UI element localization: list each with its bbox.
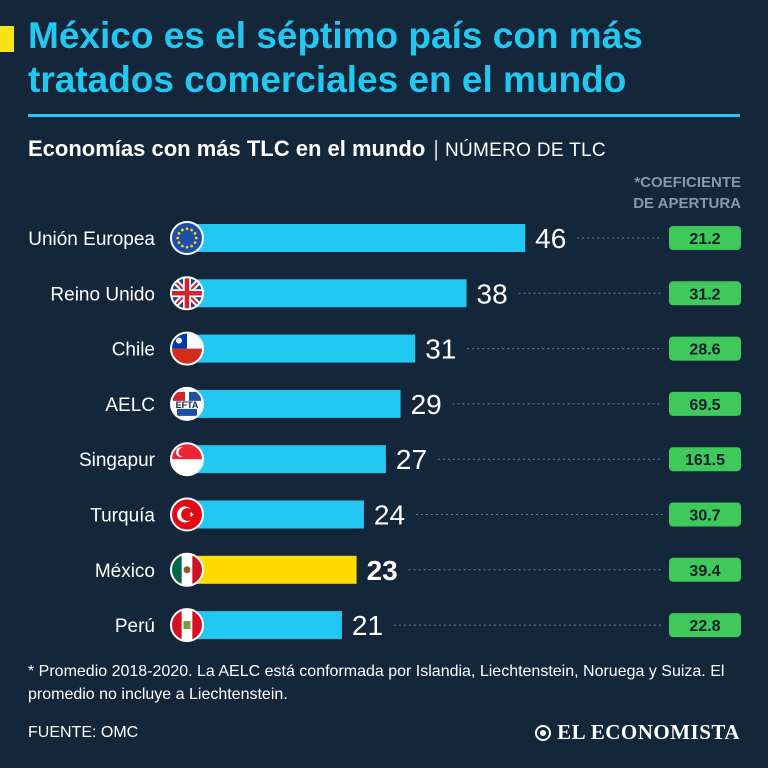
category-label: Perú [115, 616, 155, 637]
turkey-flag-icon [170, 497, 204, 532]
value-label: 31 [425, 334, 456, 365]
eu-flag-icon [170, 221, 204, 255]
value-label: 38 [477, 278, 508, 309]
bar [188, 389, 401, 418]
subtitle-main: Economías con más TLC en el mundo [28, 136, 426, 161]
coef-value: 30.7 [689, 508, 720, 525]
category-label: México [95, 561, 155, 582]
coef-value: 69.5 [689, 397, 720, 414]
coef-badge [669, 447, 741, 472]
bar [188, 334, 416, 363]
coef-value: 31.2 [689, 286, 720, 303]
value-label: 21 [352, 610, 383, 641]
efta-logo-text: EFTA [176, 400, 199, 410]
bar [188, 224, 526, 252]
category-label: AELC [105, 395, 155, 416]
brand-name: EL ECONOMISTA [557, 720, 740, 744]
brand-icon [535, 724, 552, 741]
coef-badge [669, 391, 741, 416]
coef-value: 28.6 [689, 342, 720, 359]
subtitle-unit: NÚMERO DE TLC [445, 140, 606, 161]
value-label: 24 [374, 500, 405, 531]
title-divider [28, 114, 740, 117]
footnote: * Promedio 2018-2020. La AELC está confo… [28, 663, 725, 703]
coef-value: 161.5 [685, 452, 725, 469]
brand-logo: EL ECONOMISTA [535, 720, 740, 745]
bar-highlight [188, 555, 357, 584]
coef-badge [669, 502, 741, 527]
coef-value: 22.8 [689, 618, 720, 635]
category-label: Chile [112, 340, 155, 361]
coef-badge [669, 226, 741, 250]
efta-logo-icon: EFTA [170, 386, 204, 421]
category-label: Turquía [90, 506, 155, 527]
bar [188, 279, 467, 308]
coef-badge [669, 613, 741, 638]
bar [188, 500, 364, 529]
chart-subtitle: Economías con más TLC en el mundo | NÚMERO… [28, 136, 606, 162]
coef-badge [669, 281, 741, 306]
category-label: Reino Unido [50, 284, 155, 305]
coef-badge [669, 557, 741, 582]
category-label: Singapur [79, 450, 156, 471]
category-label: Unión Europea [28, 229, 155, 250]
coef-value: 39.4 [689, 563, 720, 580]
coef-value: 21.2 [689, 231, 720, 248]
accent-bar [0, 26, 14, 52]
uk-flag-icon [170, 276, 204, 311]
value-label: 27 [396, 444, 427, 475]
coef-badge [669, 336, 741, 361]
mexico-flag-icon [170, 552, 204, 587]
coef-column-header: *COEFICIENTE DE APERTURA [633, 174, 741, 212]
bar [188, 611, 342, 640]
value-label: 29 [411, 389, 442, 420]
page-title: México es el séptimo país con más tratad… [28, 15, 643, 100]
value-label: 23 [367, 555, 398, 586]
subtitle-separator: | [433, 136, 440, 161]
peru-flag-icon [170, 608, 204, 643]
source-label: FUENTE: OMC [28, 724, 139, 741]
singapore-flag-icon [170, 442, 204, 477]
value-label: 46 [535, 223, 566, 254]
bar [188, 445, 386, 474]
chile-flag-icon [170, 331, 204, 366]
